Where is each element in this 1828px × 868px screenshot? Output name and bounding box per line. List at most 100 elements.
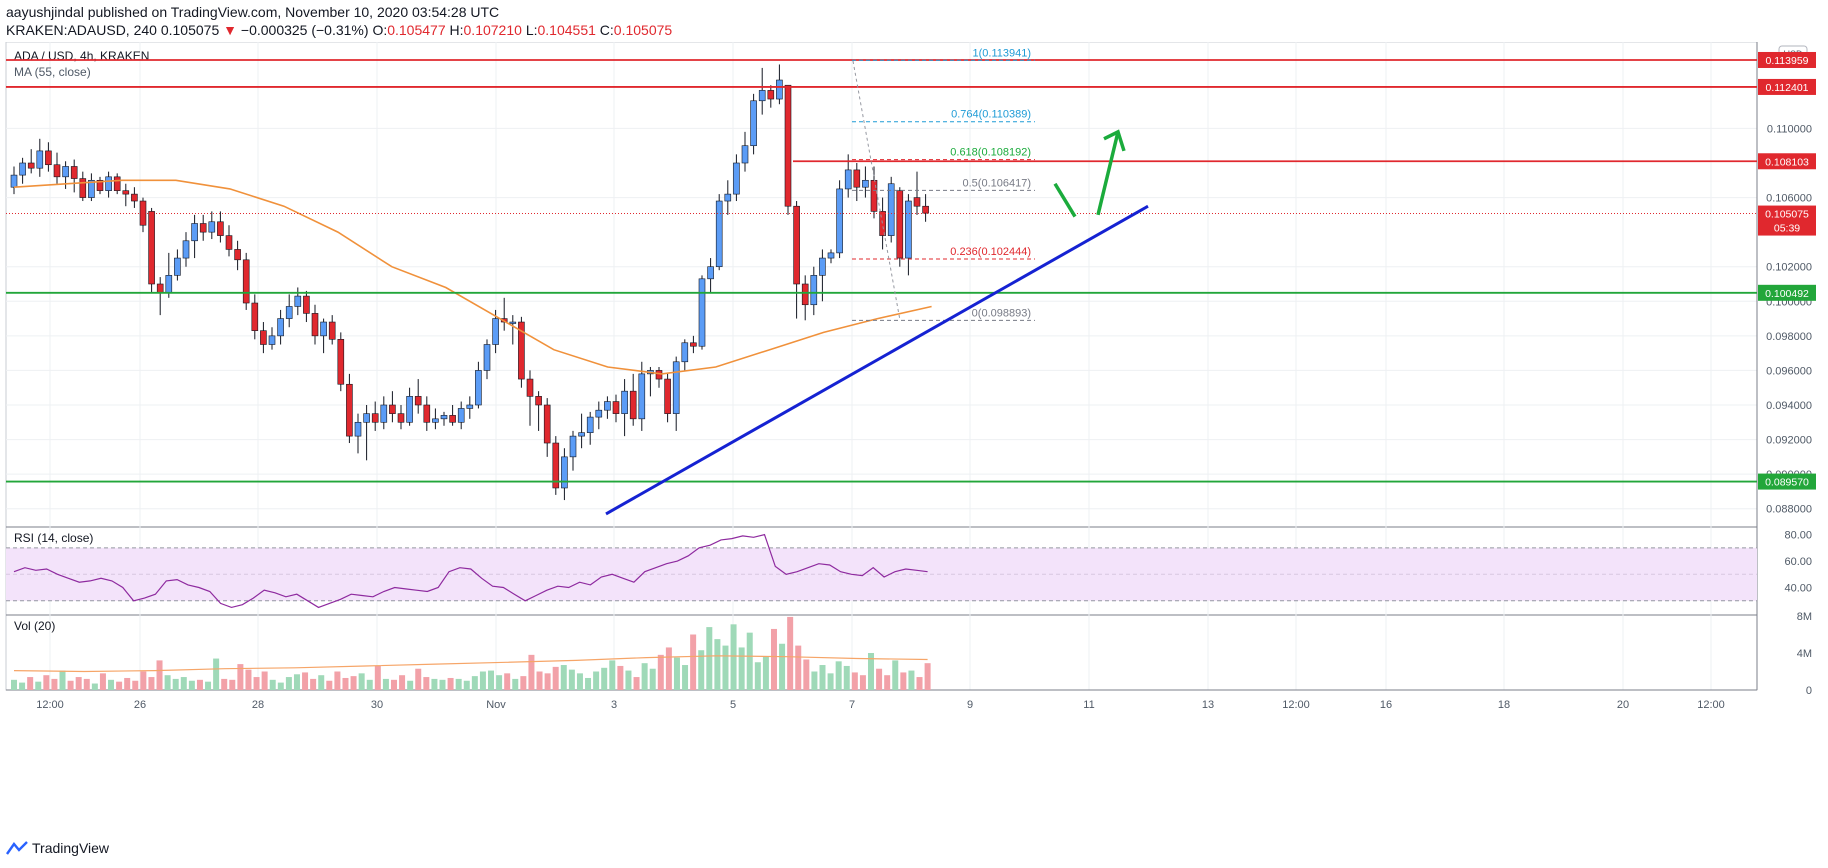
candle-up	[191, 223, 198, 242]
low-value: 0.104551	[537, 22, 596, 38]
candle-up	[672, 361, 680, 414]
rsi-y-tick: 80.00	[1784, 530, 1812, 542]
candle-down	[251, 302, 259, 331]
volume-bar	[649, 668, 656, 690]
open-label: O:	[372, 22, 388, 38]
volume-bar	[544, 673, 551, 690]
volume-bar	[722, 645, 729, 690]
symbol-label: KRAKEN:ADAUSD, 240	[6, 22, 157, 38]
volume-bar	[374, 665, 381, 690]
x-tick-label: 18	[1498, 699, 1510, 711]
level-label: 0.113959	[1765, 55, 1808, 67]
volume-bar	[213, 658, 220, 690]
candle-down	[397, 413, 405, 423]
candle-down	[303, 295, 310, 314]
x-tick-label: 16	[1380, 699, 1392, 711]
volume-bar	[334, 671, 341, 690]
candle-up	[466, 404, 474, 409]
candle-up	[758, 90, 766, 102]
candle-up	[741, 145, 749, 164]
candle-down	[234, 249, 241, 261]
candle-down	[225, 235, 233, 250]
y-tick-label: 0.088000	[1766, 504, 1812, 516]
candle-down	[217, 221, 224, 236]
candle-up	[819, 257, 826, 276]
high-label: H:	[449, 22, 464, 38]
candle-down	[131, 193, 138, 202]
candle-down	[79, 178, 87, 198]
x-tick-label: 9	[967, 699, 973, 711]
candle-down	[156, 283, 164, 293]
candle-up	[715, 200, 723, 268]
high-value: 0.107210	[463, 22, 522, 38]
level-tag	[1758, 284, 1816, 301]
fib-level-label: 0(0.098893)	[972, 307, 1031, 319]
volume-bar	[148, 677, 155, 690]
x-tick-label: 5	[730, 699, 736, 711]
volume-bar	[350, 676, 357, 690]
volume-bar	[253, 677, 260, 690]
candle-up	[475, 370, 482, 406]
volume-bar	[423, 677, 430, 690]
volume-bar	[868, 653, 875, 690]
volume-bar	[302, 672, 309, 690]
ma-legend: MA (55, close)	[14, 65, 91, 79]
volume-bar	[779, 643, 786, 690]
candle-up	[724, 193, 732, 202]
candle-down	[543, 404, 551, 444]
volume-bar	[399, 675, 406, 690]
volume-bar	[479, 671, 486, 690]
candle-down	[552, 442, 560, 489]
candle-up	[10, 174, 18, 188]
volume-y-tick: 8M	[1797, 611, 1812, 623]
candle-up	[750, 100, 757, 147]
candle-down	[148, 211, 155, 285]
volume-bar	[811, 671, 818, 690]
candle-down	[535, 396, 542, 406]
rsi-y-tick: 60.00	[1784, 556, 1812, 568]
level-tag	[1758, 51, 1816, 68]
volume-bar	[99, 673, 106, 690]
candle-down	[853, 169, 861, 188]
level-tag	[1758, 78, 1816, 95]
volume-bar	[455, 678, 462, 690]
volume-bar	[520, 676, 527, 690]
trading-chart[interactable]: 12:00 26 28 30 Nov 3 5 7 9 11 13 12:00 16 18 20 12:00 0.…	[0, 42, 1828, 818]
candle-down	[328, 321, 336, 340]
open-value: 0.105477	[387, 22, 446, 38]
volume-bar	[690, 634, 697, 690]
volume-bar	[673, 657, 680, 690]
candle-down	[896, 190, 904, 259]
volume-bar	[641, 663, 648, 690]
level-tag	[1758, 473, 1816, 490]
y-tick-label: 0.110000	[1767, 123, 1812, 135]
candle-up	[776, 79, 783, 100]
candle-down	[870, 179, 878, 212]
volume-bar	[876, 668, 883, 690]
candle-up	[277, 318, 284, 337]
volume-bar	[738, 647, 745, 690]
candle-up	[165, 275, 173, 293]
volume-bar	[140, 671, 147, 690]
volume-bar	[706, 627, 713, 690]
volume-bar	[35, 681, 42, 690]
candle-down	[879, 211, 886, 236]
candle-up	[440, 415, 448, 420]
current-price-tag	[1758, 205, 1816, 236]
volume-bar	[512, 678, 519, 690]
y-tick-label: 0.102000	[1766, 262, 1812, 274]
volume-bar	[205, 681, 212, 690]
volume-bar	[59, 670, 66, 690]
candle-up	[578, 432, 585, 437]
volume-bar	[552, 666, 559, 690]
volume-bar	[326, 680, 333, 690]
volume-bar	[83, 678, 90, 690]
volume-bar	[132, 680, 139, 690]
volume-title: Vol (20)	[14, 619, 55, 633]
volume-bar	[762, 656, 769, 690]
ohlc-legend: KRAKEN:ADAUSD, 240 0.105075 ▼ −0.000325 …	[6, 22, 672, 38]
volume-bar	[156, 660, 163, 690]
volume-bar	[892, 660, 899, 690]
volume-bar	[407, 680, 414, 690]
x-tick-label: 12:00	[36, 699, 64, 711]
